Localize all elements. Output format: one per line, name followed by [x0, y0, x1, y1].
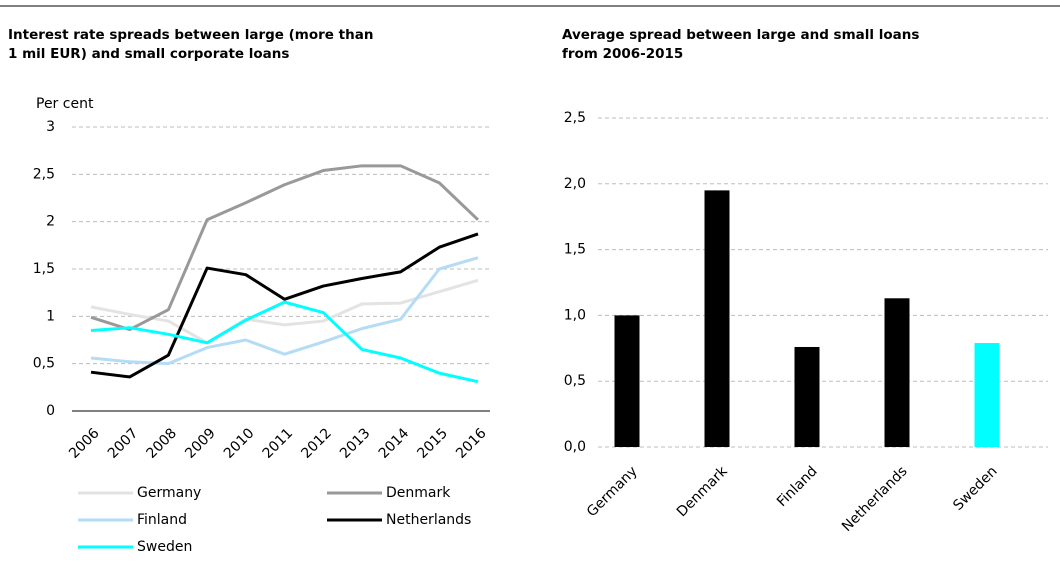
- x-tick-label: Sweden: [950, 463, 1000, 513]
- chart-title: Interest rate spreads between large (mor…: [8, 27, 373, 43]
- y-tick-label: 0,0: [564, 439, 586, 455]
- x-tick-label: 2013: [337, 425, 374, 462]
- legend-label: Denmark: [386, 485, 451, 501]
- x-tick-label: 2006: [66, 425, 103, 462]
- y-tick-label: 3: [46, 119, 55, 135]
- bar: [704, 190, 730, 447]
- y-tick-label: 2,5: [33, 166, 55, 182]
- y-tick-label: 1,0: [564, 307, 586, 323]
- x-tick-label: 2008: [144, 425, 181, 462]
- x-tick-label: 2014: [376, 425, 413, 462]
- legend-label: Sweden: [137, 539, 192, 555]
- series-line: [90, 232, 479, 379]
- y-tick-label: 1,5: [564, 242, 586, 258]
- legend-label: Netherlands: [386, 512, 471, 528]
- x-tick-label: Germany: [584, 463, 641, 520]
- bar: [794, 346, 820, 447]
- y-tick-label: 2,0: [564, 176, 586, 192]
- y-axis-label: Per cent: [36, 96, 94, 112]
- x-tick-label: Denmark: [674, 463, 731, 520]
- series-line: [90, 300, 479, 384]
- bar: [884, 298, 910, 447]
- x-tick-label: 2009: [182, 425, 219, 462]
- series-line: [90, 256, 479, 366]
- x-tick-label: 2016: [453, 425, 490, 462]
- x-tick-label: 2010: [221, 425, 258, 462]
- legend-label: Finland: [137, 512, 187, 528]
- x-tick-label: Finland: [774, 463, 821, 510]
- chart-title: 1 mil EUR) and small corporate loans: [8, 46, 289, 62]
- y-tick-label: 0,5: [33, 356, 55, 372]
- y-tick-label: 0,5: [564, 373, 586, 389]
- y-tick-label: 1,5: [33, 261, 55, 277]
- x-tick-label: Netherlands: [839, 463, 911, 535]
- y-tick-label: 0: [46, 403, 55, 419]
- x-tick-label: 2007: [105, 425, 142, 462]
- x-tick-label: 2011: [260, 425, 297, 462]
- legend-label: Germany: [137, 485, 201, 501]
- y-tick-label: 2,5: [564, 110, 586, 126]
- chart-title: Average spread between large and small l…: [562, 27, 919, 43]
- y-tick-label: 2: [46, 214, 55, 230]
- x-tick-label: 2012: [298, 425, 335, 462]
- series-line: [90, 278, 479, 345]
- bar: [614, 315, 640, 447]
- y-tick-label: 1: [46, 308, 55, 324]
- series-line: [90, 164, 480, 332]
- bar: [974, 343, 1000, 447]
- x-tick-label: 2015: [414, 425, 451, 462]
- chart-title: from 2006-2015: [562, 46, 683, 62]
